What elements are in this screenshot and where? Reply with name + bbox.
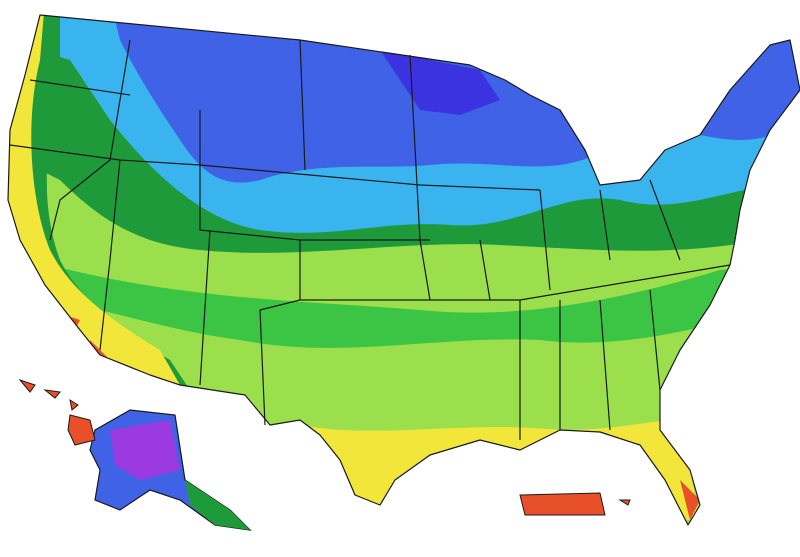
hawaii: [18, 378, 96, 446]
state-line: [9, 39, 731, 440]
zone: [380, 50, 500, 115]
hawaii-islands: [18, 378, 96, 446]
alaska: [89, 409, 252, 531]
us-outline: [7, 14, 800, 526]
alaska-zone: [110, 420, 180, 480]
alaska-zone: [185, 480, 250, 530]
puerto-rico-island: [519, 492, 606, 516]
puerto-rico: [519, 492, 631, 516]
state-borders: [7, 14, 800, 526]
puerto-rico-islet: [618, 499, 631, 506]
zone: [8, 250, 800, 348]
zone: [300, 420, 700, 520]
